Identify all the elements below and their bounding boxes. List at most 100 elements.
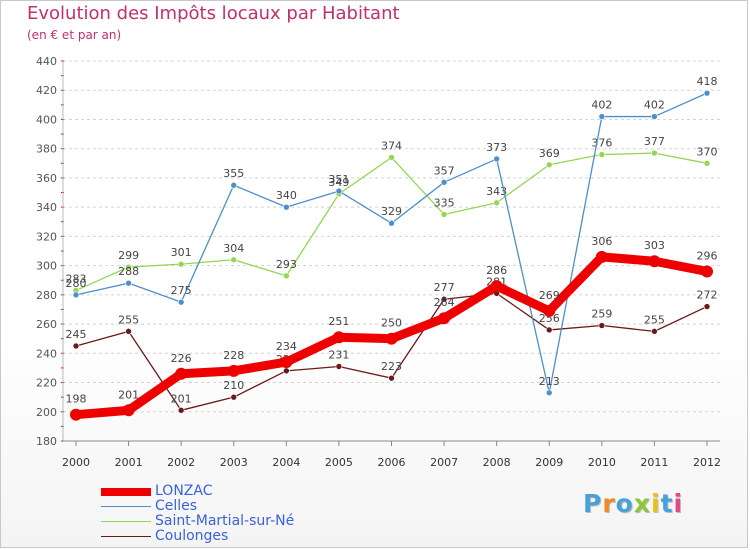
data-point xyxy=(598,151,606,158)
data-point xyxy=(703,303,711,310)
data-label: 373 xyxy=(486,141,507,154)
data-point xyxy=(227,364,240,377)
data-label: 301 xyxy=(171,246,192,259)
data-point xyxy=(332,331,345,344)
data-label: 213 xyxy=(539,375,560,388)
data-point xyxy=(72,342,80,350)
data-label: 250 xyxy=(381,317,402,330)
x-tick-label: 2000 xyxy=(62,456,90,469)
data-label: 369 xyxy=(539,147,560,160)
x-tick-label: 2009 xyxy=(535,456,563,469)
data-point xyxy=(701,265,713,278)
data-point xyxy=(651,113,658,120)
data-label: 349 xyxy=(328,176,349,189)
data-label: 280 xyxy=(66,277,87,290)
x-tick-label: 2008 xyxy=(483,456,511,469)
data-point xyxy=(385,332,398,345)
logo-letter: P xyxy=(583,489,603,518)
data-label: 402 xyxy=(591,99,612,112)
data-point xyxy=(177,298,185,306)
data-point xyxy=(283,272,290,280)
data-label: 226 xyxy=(171,352,192,365)
y-tick-label: 240 xyxy=(36,347,57,360)
chart-title: Evolution des Impôts locaux par Habitant xyxy=(27,3,400,24)
data-point xyxy=(545,161,553,169)
data-label: 255 xyxy=(644,313,665,326)
data-label: 329 xyxy=(381,205,402,218)
legend-item-celles: Celles xyxy=(101,499,294,514)
data-point xyxy=(388,374,395,382)
series-line xyxy=(75,92,708,394)
data-point xyxy=(440,179,448,186)
x-tick-label: 2001 xyxy=(115,456,143,469)
data-label: 272 xyxy=(697,289,718,302)
data-label: 255 xyxy=(118,313,139,326)
data-point xyxy=(283,203,290,211)
y-tick-label: 340 xyxy=(36,201,57,214)
data-label: 286 xyxy=(486,264,507,277)
data-label: 370 xyxy=(697,145,718,158)
data-label: 201 xyxy=(118,388,139,401)
data-label: 418 xyxy=(697,75,718,88)
data-label: 299 xyxy=(118,249,139,262)
logo-letter: o xyxy=(615,489,634,518)
data-label: 277 xyxy=(434,281,455,294)
legend-swatch-lonzac xyxy=(101,487,151,496)
data-label: 303 xyxy=(644,239,665,252)
legend-swatch-celles xyxy=(101,506,151,507)
legend-swatch-saint-martial xyxy=(101,521,151,522)
data-label: 231 xyxy=(328,348,349,361)
data-point xyxy=(125,279,132,287)
legend-item-saint-martial: Saint-Martial-sur-Né xyxy=(101,514,294,529)
data-label: 376 xyxy=(591,137,612,150)
logo-letter: x xyxy=(633,489,651,518)
data-point xyxy=(122,404,135,417)
data-label: 223 xyxy=(381,360,402,373)
data-point xyxy=(545,326,553,334)
x-tick-label: 2011 xyxy=(640,456,668,469)
data-point xyxy=(230,256,238,264)
data-label: 304 xyxy=(223,242,244,255)
data-point xyxy=(703,160,711,167)
legend-swatch-coulonges xyxy=(101,536,151,537)
x-tick-label: 2007 xyxy=(430,456,458,469)
y-tick-label: 180 xyxy=(36,435,57,448)
data-point xyxy=(648,255,661,268)
data-point xyxy=(335,187,343,195)
data-label: 374 xyxy=(381,139,402,152)
y-tick-label: 360 xyxy=(36,172,57,185)
data-label: 296 xyxy=(697,249,718,262)
data-label: 351 xyxy=(328,173,349,186)
legend-item-lonzac: LONZAC xyxy=(101,484,294,499)
legend-label-saint-martial: Saint-Martial-sur-Né xyxy=(155,513,295,529)
y-tick-label: 420 xyxy=(36,84,57,97)
data-point xyxy=(125,328,132,335)
legend-label-celles: Celles xyxy=(155,498,198,514)
data-point xyxy=(388,154,395,161)
y-tick-label: 320 xyxy=(36,230,57,243)
chart-legend: LONZAC Celles Saint-Martial-sur-Né Coulo… xyxy=(101,484,294,544)
logo-letter: r xyxy=(602,489,616,518)
data-label: 245 xyxy=(66,328,87,341)
data-label: 377 xyxy=(644,135,665,148)
data-point xyxy=(543,304,556,317)
y-tick-label: 300 xyxy=(36,260,57,273)
x-tick-label: 2006 xyxy=(378,456,406,469)
data-label: 343 xyxy=(486,185,507,198)
x-tick-label: 2004 xyxy=(272,456,300,469)
x-tick-label: 2003 xyxy=(220,456,248,469)
proxiti-logo: Proxiti xyxy=(583,489,683,518)
data-label: 210 xyxy=(223,379,244,392)
data-label: 402 xyxy=(644,99,665,112)
y-tick-label: 200 xyxy=(36,406,57,419)
data-label: 275 xyxy=(171,284,192,297)
data-point xyxy=(490,280,503,293)
y-tick-label: 380 xyxy=(36,143,57,156)
data-label: 335 xyxy=(434,196,455,209)
data-point xyxy=(493,199,500,207)
data-label: 357 xyxy=(434,164,455,177)
data-point xyxy=(125,263,132,271)
logo-letter: i xyxy=(651,489,661,518)
data-label: 256 xyxy=(539,312,560,325)
